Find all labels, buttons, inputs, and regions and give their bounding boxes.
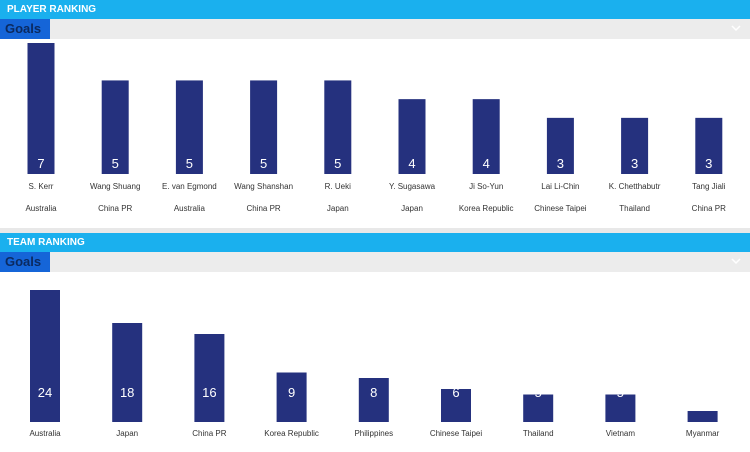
chevron-down-icon[interactable]: [730, 22, 742, 34]
category-label: Tang Jiali: [692, 182, 726, 191]
category-label: China PR: [192, 429, 226, 438]
bar-value-label: 7: [37, 156, 44, 171]
player-metric-dropdown[interactable]: Goals: [0, 19, 750, 39]
team-ranking-header: TEAM RANKING: [0, 233, 750, 252]
category-label: Y. Sugasawa: [389, 182, 436, 191]
bar-value-label: 18: [120, 385, 134, 400]
category-label: R. Ueki: [325, 182, 351, 191]
bar-value-label: 16: [202, 385, 216, 400]
bar-value-label: 9: [288, 385, 295, 400]
bar: [175, 80, 203, 174]
category-label: Australia: [29, 429, 61, 438]
bar-value-label: 5: [617, 385, 624, 400]
player-ranking-header: PLAYER RANKING: [0, 0, 750, 19]
team-metric-dropdown[interactable]: Goals: [0, 252, 750, 272]
team-goals-chart: 24 Australia 18 Japan 16 China PR 9 Korea Repub…: [29, 290, 720, 438]
category-label: E. van Egmond: [162, 182, 217, 191]
team-label: Japan: [401, 204, 423, 213]
category-label: Philippines: [354, 429, 393, 438]
bar-value-label: 5: [112, 156, 119, 171]
team-label: Australia: [25, 204, 57, 213]
team-ranking-section: TEAM RANKING Goals 24 Australia 18 Japan 16 C…: [0, 233, 750, 452]
bar: [112, 323, 143, 422]
bar: [358, 378, 389, 422]
bar-value-label: 2: [699, 385, 706, 400]
category-label: Chinese Taipei: [430, 429, 483, 438]
category-label: Myanmar: [686, 429, 720, 438]
bar-value-label: 4: [483, 156, 490, 171]
bar: [250, 80, 278, 174]
team-label: Japan: [327, 204, 349, 213]
bar: [276, 372, 307, 422]
bar: [472, 99, 500, 174]
category-label: Lai Li-Chin: [541, 182, 579, 191]
bar: [523, 394, 554, 422]
bar: [441, 389, 471, 422]
bar: [695, 117, 723, 174]
team-label: China PR: [692, 204, 726, 213]
category-label: Wang Shanshan: [234, 182, 293, 191]
category-label: Wang Shuang: [90, 182, 140, 191]
bar: [30, 290, 60, 422]
category-label: Thailand: [523, 429, 554, 438]
bar-value-label: 3: [557, 156, 564, 171]
bar-value-label: 5: [260, 156, 267, 171]
team-label: Thailand: [619, 204, 650, 213]
bar: [605, 394, 636, 422]
player-ranking-section: PLAYER RANKING Goals 7 S. Kerr Australia 5 W…: [0, 0, 750, 233]
team-label: Australia: [174, 204, 206, 213]
category-label: S. Kerr: [29, 182, 54, 191]
bar-value-label: 6: [452, 385, 459, 400]
chevron-down-icon[interactable]: [730, 255, 742, 267]
bar-value-label: 24: [38, 385, 52, 400]
team-label: Korea Republic: [459, 204, 514, 213]
bar: [324, 80, 352, 174]
bar: [101, 80, 129, 174]
bar: [687, 411, 718, 422]
category-label: Korea Republic: [264, 429, 319, 438]
bar-value-label: 5: [186, 156, 193, 171]
team-label: China PR: [246, 204, 280, 213]
bar-value-label: 5: [535, 385, 542, 400]
player-metric-selected: Goals: [0, 19, 50, 39]
bar-value-label: 5: [334, 156, 341, 171]
bar-value-label: 3: [631, 156, 638, 171]
bar: [398, 99, 426, 174]
bar: [621, 117, 649, 174]
team-label: Chinese Taipei: [534, 204, 587, 213]
category-label: Vietnam: [606, 429, 636, 438]
team-metric-selected: Goals: [0, 252, 50, 272]
category-label: Japan: [116, 429, 138, 438]
team-label: China PR: [98, 204, 132, 213]
bar-value-label: 4: [408, 156, 415, 171]
bar: [546, 117, 574, 174]
section-divider: [0, 228, 750, 233]
bar: [194, 334, 225, 422]
category-label: Ji So-Yun: [469, 182, 503, 191]
bar: [27, 43, 55, 174]
bar-value-label: 3: [705, 156, 712, 171]
player-goals-chart: 7 S. Kerr Australia 5 Wang Shuang China PR 5 E.…: [25, 43, 726, 213]
bar-value-label: 8: [370, 385, 377, 400]
category-label: K. Chetthabutr: [609, 182, 661, 191]
